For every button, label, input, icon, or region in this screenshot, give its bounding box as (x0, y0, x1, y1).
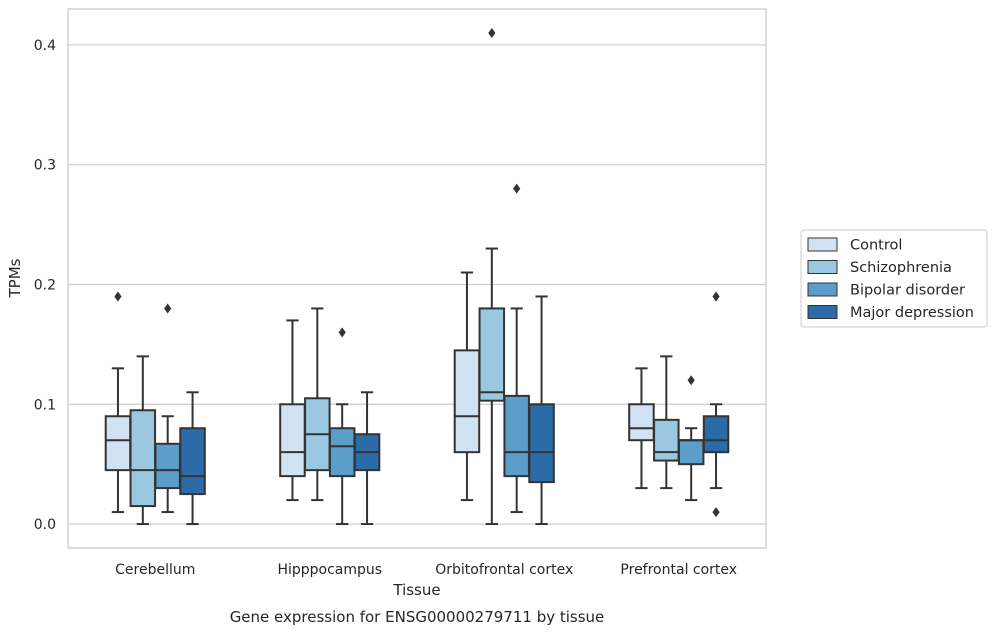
legend-label: Bipolar disorder (850, 283, 965, 299)
outlier-point (114, 291, 122, 302)
box-iqr (104, 415, 132, 472)
outlier-point (712, 507, 720, 518)
legend-label: Schizophrenia (850, 260, 952, 276)
y-axis-label: TPMs (6, 258, 24, 298)
box-iqr (453, 349, 481, 454)
legend: Control Schizophrenia Bipolar disorder Majo… (800, 229, 988, 328)
box-iqr (279, 403, 306, 478)
box-group (628, 367, 655, 490)
box-group (702, 291, 730, 518)
box-iqr (129, 409, 157, 508)
x-tick-label: Hipppocampus (277, 562, 382, 578)
legend-label: Major depression (850, 305, 974, 321)
box-group (653, 355, 680, 490)
y-tick-labels: 0.0 0.1 0.2 0.3 0.4 (34, 38, 56, 533)
legend-swatch (807, 260, 838, 274)
box-iqr (528, 403, 555, 484)
outlier-point (338, 327, 346, 338)
box-group (478, 27, 506, 526)
legend-swatch (807, 237, 838, 252)
outlier-point (164, 303, 172, 314)
box-group (104, 291, 132, 514)
y-tick-label: 0.4 (34, 38, 56, 54)
outlier-point (488, 27, 496, 38)
chart-caption: Gene expression for ENSG00000279711 by t… (230, 608, 605, 626)
box-group (503, 183, 530, 514)
box-group (179, 391, 206, 526)
legend-swatch (807, 282, 838, 297)
x-tick-label: Cerebellum (115, 562, 195, 578)
outlier-point (712, 291, 720, 302)
y-tick-label: 0.1 (34, 397, 56, 413)
x-tick-label: Prefrontal cortex (620, 562, 737, 578)
box-iqr (677, 439, 705, 466)
box-group (154, 303, 181, 514)
box-group (353, 391, 381, 526)
plot-frame (67, 8, 767, 549)
box-group (304, 307, 331, 502)
box-iqr (653, 418, 680, 462)
box-iqr (702, 415, 730, 454)
outlier-point (513, 183, 521, 194)
legend-label: Control (850, 238, 902, 254)
x-tick-label: Orbitofrontal cortex (435, 562, 573, 578)
box-group (279, 319, 306, 502)
y-tick-label: 0.0 (34, 517, 56, 533)
box-iqr (328, 427, 356, 478)
legend-swatch (807, 305, 838, 319)
box-group (129, 355, 157, 526)
box-group (677, 375, 705, 502)
box-iqr (179, 427, 206, 496)
box-iqr (503, 394, 530, 478)
box-group (528, 295, 555, 526)
x-axis-label: Tissue (392, 581, 440, 599)
box-group (328, 327, 356, 526)
box-group (453, 271, 481, 502)
box-iqr (154, 442, 181, 490)
box-iqr (628, 403, 655, 442)
x-tick-labels: Cerebellum Hipppocampus Orbitofrontal cort… (115, 562, 737, 578)
box-plots (104, 27, 730, 526)
y-tick-label: 0.2 (34, 277, 56, 293)
outlier-point (687, 375, 695, 386)
box-iqr (478, 307, 506, 402)
legend-frame (800, 229, 988, 328)
y-tick-label: 0.3 (34, 158, 56, 174)
